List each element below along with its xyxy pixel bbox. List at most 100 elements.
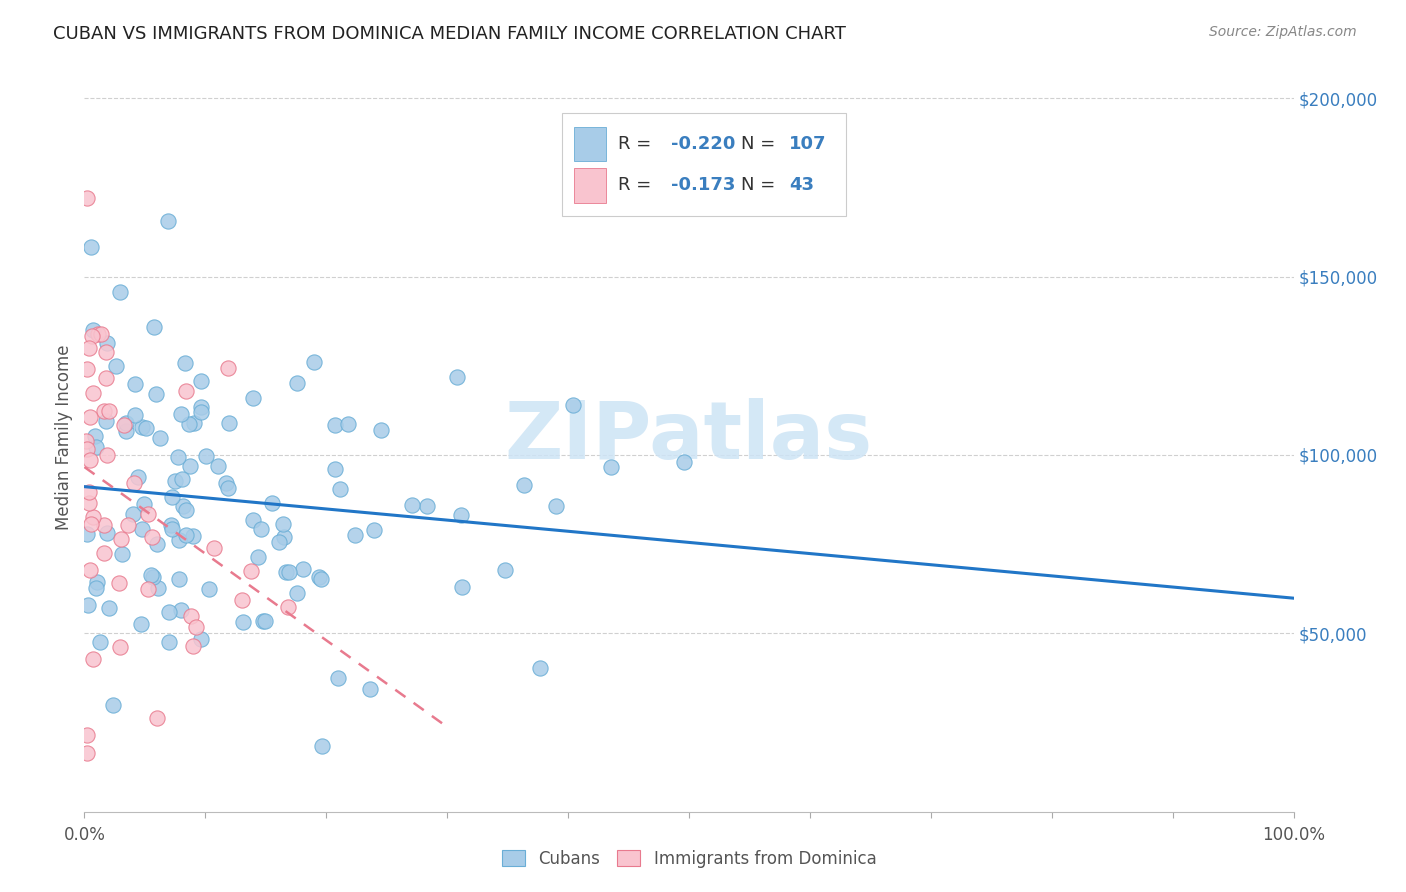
Point — [240, 564, 263, 578]
Point — [278, 565, 301, 579]
Point — [160, 490, 183, 504]
Point — [146, 711, 169, 725]
Point — [115, 416, 138, 430]
Point — [110, 533, 132, 547]
Point — [252, 614, 274, 628]
Point — [132, 498, 155, 512]
Point — [82, 509, 104, 524]
Point — [76, 728, 98, 742]
Point — [231, 592, 253, 607]
Point — [202, 541, 225, 556]
Text: R =: R = — [617, 135, 657, 153]
Point — [110, 640, 132, 655]
Point — [86, 574, 108, 589]
Point — [84, 582, 107, 596]
Bar — [574, 168, 606, 202]
Point — [79, 452, 101, 467]
Point — [183, 416, 205, 430]
Point — [96, 336, 118, 351]
Point — [174, 527, 197, 541]
Point — [157, 605, 180, 619]
Point — [207, 458, 229, 473]
Point — [451, 580, 474, 594]
Point — [82, 386, 104, 401]
Point — [142, 570, 165, 584]
Point — [529, 661, 551, 675]
Point — [309, 572, 332, 586]
Point — [89, 635, 111, 649]
Point — [90, 326, 112, 341]
Point — [80, 516, 103, 531]
Point — [94, 370, 117, 384]
Point — [146, 581, 169, 595]
Point — [242, 513, 264, 527]
Text: N =: N = — [741, 135, 780, 153]
Point — [79, 409, 101, 424]
Point — [600, 460, 623, 475]
Point — [250, 522, 273, 536]
Point — [170, 407, 193, 421]
Point — [304, 355, 326, 369]
Point — [80, 240, 103, 254]
Point — [76, 434, 98, 448]
Point — [77, 599, 100, 613]
Point — [247, 549, 270, 564]
Point — [159, 518, 181, 533]
Text: R =: R = — [617, 177, 662, 194]
Point — [277, 600, 299, 615]
Point — [87, 326, 110, 341]
Point — [77, 485, 100, 500]
Point — [363, 524, 385, 538]
Point — [174, 384, 197, 398]
Point — [131, 522, 153, 536]
Point — [82, 323, 104, 337]
Point — [96, 414, 118, 428]
Point — [370, 423, 392, 437]
Point — [96, 525, 118, 540]
Point — [513, 478, 536, 492]
Point — [84, 440, 107, 454]
Point — [190, 374, 212, 388]
Point — [131, 420, 153, 434]
Point — [416, 499, 439, 513]
Point — [114, 424, 136, 438]
Text: CUBAN VS IMMIGRANTS FROM DOMINICA MEDIAN FAMILY INCOME CORRELATION CHART: CUBAN VS IMMIGRANTS FROM DOMINICA MEDIAN… — [53, 25, 846, 43]
Point — [98, 601, 121, 615]
Point — [285, 586, 308, 600]
Point — [98, 404, 121, 418]
Point — [101, 698, 124, 712]
Point — [122, 507, 145, 521]
Point — [82, 328, 104, 343]
Point — [112, 417, 135, 432]
Point — [76, 526, 98, 541]
Point — [136, 582, 159, 597]
Point — [165, 474, 187, 488]
Point — [127, 470, 149, 484]
Point — [77, 341, 100, 355]
Point — [180, 609, 202, 624]
Point — [214, 475, 236, 490]
Point — [93, 404, 115, 418]
Point — [260, 496, 283, 510]
Point — [343, 528, 366, 542]
Point — [326, 671, 349, 685]
Text: -0.220: -0.220 — [671, 135, 735, 153]
Point — [329, 482, 352, 496]
Y-axis label: Median Family Income: Median Family Income — [55, 344, 73, 530]
Point — [167, 572, 190, 586]
Point — [184, 620, 207, 634]
Text: Source: ZipAtlas.com: Source: ZipAtlas.com — [1209, 25, 1357, 39]
Point — [242, 392, 264, 406]
Point — [231, 615, 253, 629]
Point — [124, 408, 146, 422]
Point — [76, 746, 98, 760]
Legend: Cubans, Immigrants from Dominica: Cubans, Immigrants from Dominica — [495, 843, 883, 874]
Point — [135, 421, 157, 435]
Point — [194, 449, 217, 463]
Point — [267, 534, 290, 549]
Point — [141, 531, 163, 545]
Point — [253, 614, 276, 628]
Point — [77, 496, 100, 510]
Point — [181, 639, 204, 653]
Point — [166, 450, 188, 465]
